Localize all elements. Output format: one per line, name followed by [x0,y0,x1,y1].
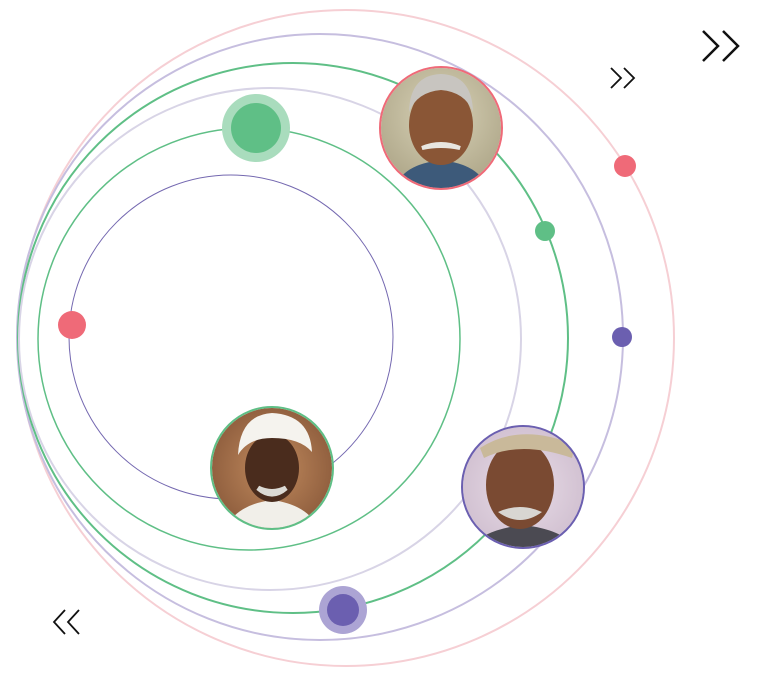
dot [58,311,86,339]
portrait [379,66,503,190]
portrait [461,425,585,549]
orbit [17,9,675,667]
orbit [17,62,569,614]
orbit [18,87,522,591]
dot [327,594,359,626]
chevron-left[interactable] [52,609,80,635]
chevron-right[interactable] [610,67,636,89]
dot [614,155,636,177]
dot [535,221,555,241]
chevron-right[interactable] [702,30,740,62]
dot [612,327,632,347]
portrait [210,406,334,530]
orbit [16,33,624,641]
dot [231,103,281,153]
